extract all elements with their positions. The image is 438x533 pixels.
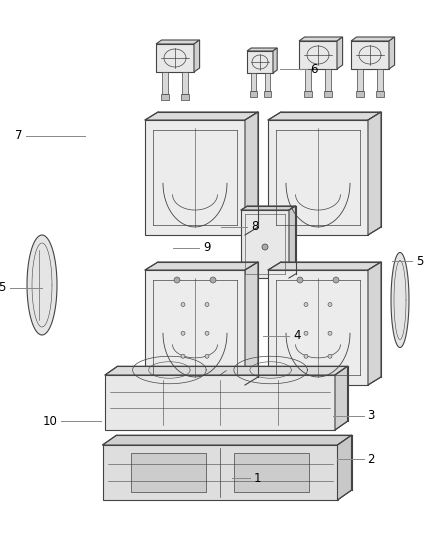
Polygon shape <box>305 69 311 91</box>
Circle shape <box>328 354 332 358</box>
Polygon shape <box>145 120 245 235</box>
Circle shape <box>205 331 209 335</box>
Circle shape <box>262 244 268 250</box>
Polygon shape <box>245 112 258 235</box>
Polygon shape <box>156 44 194 72</box>
Polygon shape <box>161 94 169 100</box>
Text: 6: 6 <box>311 63 318 76</box>
Text: 1: 1 <box>254 472 261 484</box>
Polygon shape <box>357 69 363 91</box>
Polygon shape <box>175 385 215 405</box>
Circle shape <box>304 303 308 306</box>
Circle shape <box>181 331 185 335</box>
Polygon shape <box>182 72 188 94</box>
Polygon shape <box>247 51 273 73</box>
Circle shape <box>174 277 180 283</box>
Circle shape <box>304 331 308 335</box>
Text: 9: 9 <box>203 241 211 254</box>
Circle shape <box>181 354 185 358</box>
Text: 5: 5 <box>0 281 6 294</box>
Polygon shape <box>289 206 296 278</box>
Polygon shape <box>351 41 389 69</box>
Polygon shape <box>368 112 381 235</box>
Text: 10: 10 <box>42 415 57 427</box>
Polygon shape <box>264 91 271 97</box>
Polygon shape <box>304 91 312 97</box>
Polygon shape <box>241 206 296 210</box>
Circle shape <box>210 277 216 283</box>
Polygon shape <box>250 91 257 97</box>
Polygon shape <box>325 69 331 91</box>
Text: 2: 2 <box>367 453 375 466</box>
Text: 8: 8 <box>251 220 259 233</box>
Polygon shape <box>145 262 258 270</box>
Polygon shape <box>247 48 277 51</box>
Polygon shape <box>268 270 368 385</box>
Polygon shape <box>241 210 289 278</box>
Polygon shape <box>338 435 352 500</box>
Polygon shape <box>105 375 335 430</box>
Circle shape <box>333 277 339 283</box>
Polygon shape <box>245 262 258 385</box>
Text: 3: 3 <box>367 409 375 422</box>
Polygon shape <box>376 91 384 97</box>
Polygon shape <box>145 270 245 385</box>
Polygon shape <box>356 91 364 97</box>
Polygon shape <box>156 40 200 44</box>
Polygon shape <box>389 37 395 69</box>
Polygon shape <box>391 253 409 348</box>
Text: 4: 4 <box>293 329 300 342</box>
Circle shape <box>304 354 308 358</box>
Polygon shape <box>105 366 347 375</box>
Polygon shape <box>298 385 338 405</box>
Polygon shape <box>194 40 200 72</box>
Polygon shape <box>102 435 352 445</box>
Polygon shape <box>377 69 383 91</box>
Polygon shape <box>368 262 381 385</box>
Polygon shape <box>273 48 277 73</box>
Polygon shape <box>335 366 347 430</box>
Polygon shape <box>145 112 258 120</box>
Polygon shape <box>265 73 269 91</box>
Circle shape <box>205 303 209 306</box>
Polygon shape <box>131 453 206 492</box>
Polygon shape <box>268 262 381 270</box>
Polygon shape <box>268 112 381 120</box>
Polygon shape <box>27 235 57 335</box>
Polygon shape <box>337 37 343 69</box>
Polygon shape <box>351 37 395 41</box>
Polygon shape <box>268 120 368 235</box>
Polygon shape <box>324 91 332 97</box>
Circle shape <box>328 303 332 306</box>
Circle shape <box>181 303 185 306</box>
Circle shape <box>205 354 209 358</box>
Text: 5: 5 <box>416 255 423 268</box>
Polygon shape <box>102 445 338 500</box>
Polygon shape <box>299 41 337 69</box>
Polygon shape <box>251 73 255 91</box>
Polygon shape <box>181 94 189 100</box>
Polygon shape <box>234 453 309 492</box>
Circle shape <box>328 331 332 335</box>
Text: 7: 7 <box>15 130 22 142</box>
Polygon shape <box>299 37 343 41</box>
Polygon shape <box>162 72 168 94</box>
Circle shape <box>297 277 303 283</box>
